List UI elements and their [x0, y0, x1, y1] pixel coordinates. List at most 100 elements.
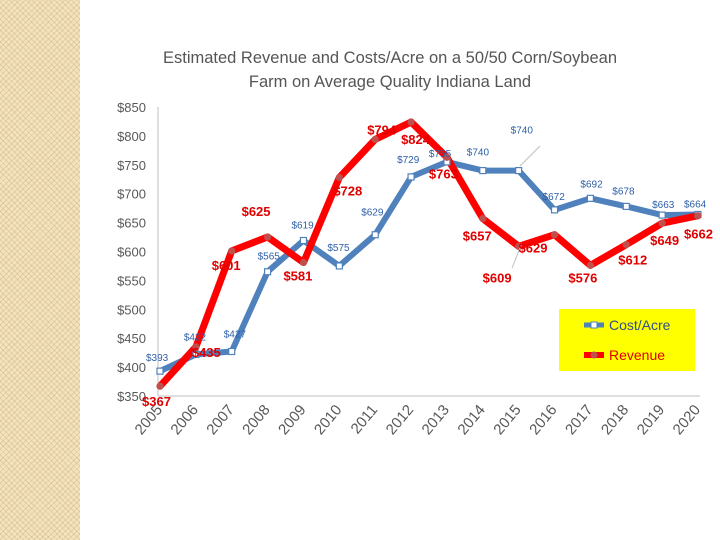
cost-data-point: [586, 194, 595, 202]
y-tick-label: $400: [117, 360, 146, 375]
cost-data-point: [192, 350, 200, 358]
cost-data-point: [371, 231, 379, 239]
revenue-data-label: $662: [684, 227, 713, 242]
x-tick-label: 2019: [634, 402, 668, 438]
legend-marker: [590, 321, 598, 329]
revenue-data-point: [479, 214, 487, 223]
revenue-data-point: [443, 153, 451, 161]
x-tick-label: 2016: [526, 402, 560, 438]
revenue-data-point: [658, 219, 666, 227]
cost-data-label: $575: [327, 243, 350, 254]
revenue-data-label: $728: [333, 184, 362, 199]
chart-data-labels: $393 $422 $427 $565 $619 $575 $629 $729 $755 $740…: [142, 122, 713, 409]
cost-data-label: $619: [291, 221, 314, 232]
revenue-data-point: [299, 258, 308, 267]
x-tick-label: 2018: [598, 402, 632, 438]
chart-legend: Cost/Acre Revenue: [559, 309, 695, 371]
revenue-data-point: [586, 261, 595, 269]
cost-data-point: [515, 166, 523, 175]
revenue-data-point: [192, 343, 200, 351]
x-tick-label: 2015: [490, 402, 524, 438]
leader-line: [519, 145, 541, 167]
revenue-data-label: $763: [429, 166, 458, 181]
series-line-cost-acre: [157, 158, 701, 375]
decorative-side-pattern: [0, 0, 80, 540]
revenue-data-label: $629: [519, 241, 548, 256]
y-tick-label: $700: [117, 187, 146, 202]
legend-box: [559, 309, 695, 371]
revenue-data-label: $367: [142, 394, 171, 409]
cost-data-point: [407, 173, 415, 181]
chart-title: Estimated Revenue and Costs/Acre on a 50…: [100, 46, 680, 94]
cost-data-point: [264, 268, 272, 276]
cost-data-point: [622, 202, 630, 211]
revenue-data-label: $625: [242, 204, 271, 219]
x-tick-label: 2010: [311, 402, 345, 438]
revenue-data-point: [550, 231, 559, 239]
revenue-data-label: $581: [283, 268, 312, 283]
revenue-data-point: [156, 382, 164, 390]
x-tick-label: 2014: [454, 402, 488, 438]
y-tick-label: $650: [117, 216, 146, 231]
cost-data-label: $663: [652, 200, 675, 211]
y-tick-label: $750: [117, 158, 146, 173]
cost-data-label: $678: [612, 186, 635, 197]
cost-data-label: $565: [258, 252, 281, 263]
y-tick-label: $450: [117, 331, 146, 346]
cost-data-label: $672: [543, 192, 566, 203]
y-tick-label: $500: [117, 302, 146, 317]
cost-data-label: $740: [467, 148, 490, 159]
cost-data-point: [299, 236, 308, 245]
legend-label: Revenue: [609, 347, 665, 363]
y-tick-label: $800: [117, 129, 146, 144]
x-tick-label: 2009: [275, 402, 309, 438]
revenue-data-point: [335, 173, 343, 182]
revenue-data-point: [622, 240, 630, 249]
chart-axes: $350 $400 $450 $500 $550 $600 $650 $700 $750 $800…: [117, 100, 704, 438]
x-tick-label: 2012: [383, 402, 417, 438]
cost-data-point: [228, 347, 236, 356]
y-tick-label: $350: [117, 389, 146, 404]
revenue-data-label: $649: [650, 233, 679, 248]
revenue-data-label: $435: [192, 345, 221, 360]
legend-label: Cost/Acre: [609, 317, 671, 333]
cost-data-label: $427: [224, 329, 247, 340]
chart-title-line-2: Farm on Average Quality Indiana Land: [248, 73, 532, 91]
legend-marker: [590, 351, 598, 359]
revenue-data-point: [694, 212, 702, 220]
cost-data-label: $755: [429, 149, 452, 160]
y-tick-label: $550: [117, 273, 146, 288]
cost-data-label: $393: [146, 353, 169, 364]
revenue-data-label: $824: [401, 132, 431, 147]
revenue-data-label: $601: [212, 258, 241, 273]
chart-series: [156, 118, 702, 390]
series-line-revenue: [156, 118, 702, 390]
cost-data-point: [550, 206, 559, 214]
cost-data-label: $422: [184, 332, 207, 343]
revenue-data-label: $576: [568, 270, 597, 285]
cost-data-point: [658, 211, 666, 219]
cost-data-label: $740: [511, 126, 534, 137]
chart-title-line-1: Estimated Revenue and Costs/Acre on a 50…: [162, 49, 618, 67]
x-tick-label: 2008: [239, 402, 273, 438]
revenue-data-point: [264, 233, 272, 241]
revenue-data-point: [407, 118, 415, 126]
cost-data-label: $664: [684, 200, 707, 211]
cost-data-label: $692: [580, 179, 603, 190]
revenue-data-label: $657: [463, 229, 492, 244]
cost-data-point: [479, 166, 487, 175]
x-tick-label: 2013: [419, 402, 453, 438]
cost-data-point: [156, 367, 164, 375]
x-tick-label: 2017: [562, 402, 596, 438]
leader-line: [511, 242, 523, 269]
y-tick-label: $850: [117, 100, 146, 115]
y-tick-label: $600: [117, 245, 146, 260]
x-tick-label: 2007: [203, 402, 237, 438]
x-tick-label: 2020: [670, 402, 704, 438]
cost-data-label: $629: [361, 208, 384, 219]
cost-data-label: $729: [397, 155, 420, 166]
revenue-data-label: $794: [367, 122, 397, 137]
revenue-data-point: [371, 135, 379, 143]
revenue-data-label: $612: [618, 253, 647, 268]
